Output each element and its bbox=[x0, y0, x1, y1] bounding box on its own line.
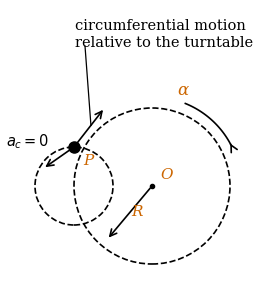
Text: R: R bbox=[131, 205, 143, 219]
Text: P: P bbox=[83, 154, 93, 168]
Text: circumferential motion
relative to the turntable: circumferential motion relative to the t… bbox=[75, 19, 253, 50]
Text: α: α bbox=[178, 82, 189, 99]
Text: $a_c = 0$: $a_c = 0$ bbox=[6, 133, 50, 151]
Text: O: O bbox=[160, 168, 172, 182]
